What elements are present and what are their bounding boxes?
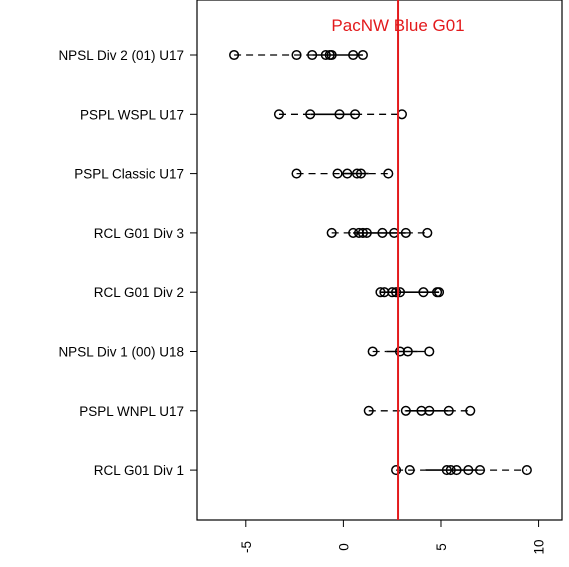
data-point [363,405,374,416]
y-tick-label: PSPL WNPL U17 [79,404,184,419]
data-point [229,49,240,61]
data-point [367,346,378,357]
data-point [348,227,359,238]
x-tick-label: -5 [239,541,254,553]
data-point [424,346,435,357]
data-point [441,465,452,476]
data-point [334,109,345,120]
data-point [320,49,331,61]
data-point [424,405,435,416]
y-tick-label: RCL G01 Div 3 [94,226,184,241]
data-point [305,109,316,120]
data-point [443,405,454,416]
x-tick-label: 5 [434,543,449,551]
data-point [474,465,486,476]
plot-marks [229,49,532,476]
data-point [521,465,532,476]
data-point [307,49,318,61]
data-point [422,227,433,238]
y-tick-label: RCL G01 Div 1 [94,463,184,478]
data-point [353,227,365,238]
data-point [350,109,361,120]
data-point [379,287,390,298]
data-point [326,49,337,61]
data-point [291,168,302,179]
data-point [404,465,415,476]
plot-frame [196,0,563,521]
x-tick-label: 10 [532,539,547,554]
y-tick-label: NPSL Div 1 (00) U18 [58,345,184,360]
data-point [361,227,372,238]
x-tick-label: 0 [336,543,351,551]
data-point [332,168,343,179]
data-point [391,287,402,298]
data-point [402,346,413,357]
data-point [418,287,429,298]
x-axis: -5 0 5 10 [239,520,547,555]
data-point [357,227,368,238]
data-point [348,49,359,61]
data-point [355,168,367,179]
data-point [394,346,406,357]
data-point [273,109,285,120]
data-point [400,405,411,416]
data-point [375,287,386,298]
data-point [400,227,411,238]
data-point [342,168,353,179]
data-point [377,227,388,238]
data-point [291,49,302,61]
y-tick-label: PSPL WSPL U17 [80,107,184,122]
data-point [391,465,402,476]
data-point [433,287,445,298]
data-point [387,287,398,298]
data-point [394,287,406,298]
y-tick-label: NPSL Div 2 (01) U17 [58,48,184,63]
data-point [445,465,456,476]
data-point [383,168,394,179]
y-tick-label: RCL G01 Div 2 [94,285,184,300]
y-tick-label: PSPL Classic U17 [74,167,184,182]
data-point [451,465,462,476]
reference-line-label: PacNW Blue G01 [331,16,464,35]
data-point [416,405,427,416]
data-point [465,405,476,416]
data-point [357,49,368,61]
data-point [326,227,337,238]
data-point [352,168,363,179]
data-point [463,465,474,476]
y-axis: NPSL Div 2 (01) U17 PSPL WSPL U17 PSPL Cla… [58,48,197,478]
